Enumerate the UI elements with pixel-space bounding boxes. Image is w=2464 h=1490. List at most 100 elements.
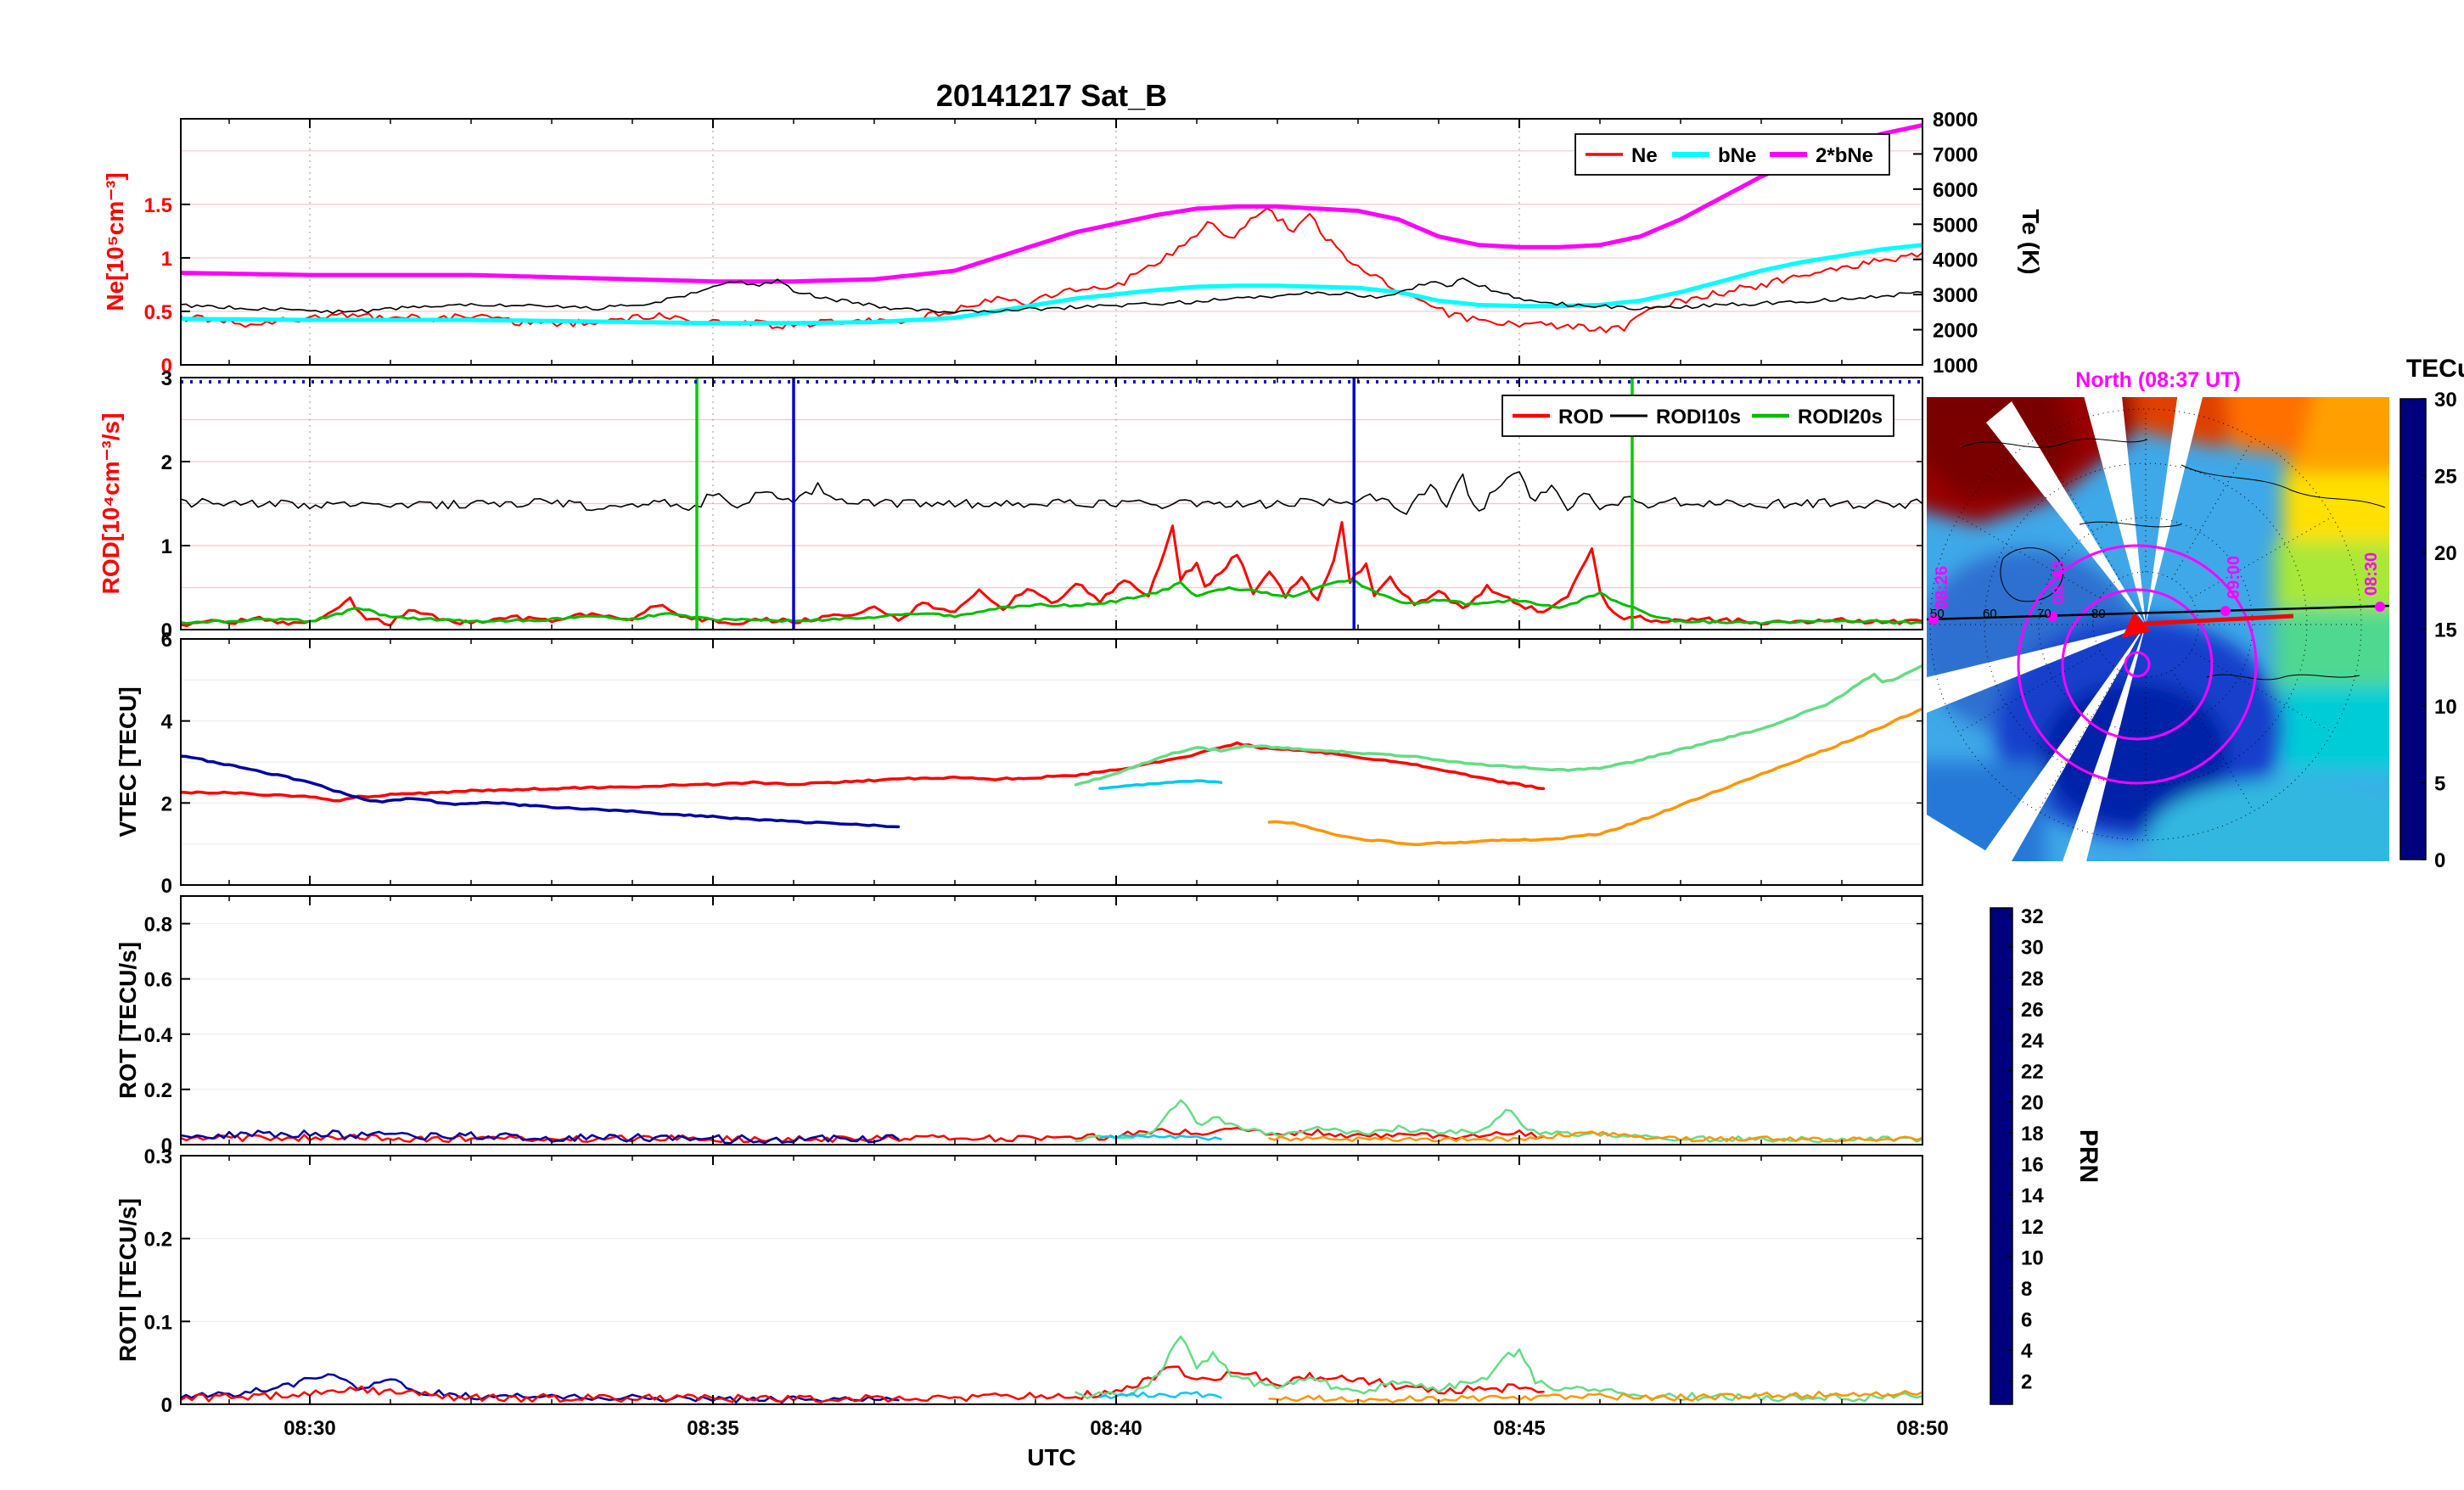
series-RODI20s [181, 579, 1922, 625]
y2-axis-label: Te (K) [2018, 209, 2044, 274]
x-tick-label: 08:50 [1896, 1417, 1948, 1440]
y-axis-label: ROTI [TECU/s] [115, 1198, 141, 1362]
colorbar-tick-label: 12 [2021, 1216, 2044, 1239]
y-tick-label: 0.8 [144, 914, 172, 937]
y-tick-label: 2 [161, 451, 172, 474]
colorbar-tick-label: 28 [2021, 967, 2044, 990]
colorbar-tick-label: 32 [2021, 905, 2044, 928]
figure-title: 20141217 Sat_B [935, 78, 1168, 113]
track-time-dots [1928, 602, 2385, 625]
y-tick-label: 0.4 [144, 1024, 173, 1047]
series-prn-green [1075, 1335, 1922, 1403]
series-prn-red [181, 1126, 1545, 1144]
colorbar-tick-label: 15 [2434, 619, 2457, 642]
y-tick-label: 4 [161, 711, 173, 734]
latitude-label-60: 60 [1983, 607, 1997, 621]
colorbar-tick-label: 30 [2434, 389, 2457, 412]
colorbar-tick-label: 10 [2021, 1246, 2044, 1269]
series-ROD [181, 521, 1922, 627]
series-group [181, 664, 1922, 847]
panel-ne_te: 0 0.5 1 1.5 1000 2000 3000 4000 5000 6000 7000 8000… [102, 109, 2044, 378]
track-time-label: 08:30 [2362, 552, 2381, 596]
series-group [181, 123, 1922, 333]
colorbar-tick-label: 8 [2021, 1278, 2032, 1301]
series-group [181, 471, 1922, 627]
series-bNe [181, 243, 1922, 326]
y2-tick-label: 3000 [1933, 284, 1978, 307]
y-axis-label: ROD[10⁴cm⁻³/s] [98, 413, 124, 595]
y2-tick-label: 8000 [1933, 109, 1978, 132]
polar-tec-map: 08:26 08:43 09:00 08:30 50 60 70 80 [1927, 397, 2389, 861]
track-highlight-segment [2143, 613, 2294, 626]
y2-tick-label: 1000 [1933, 355, 1978, 378]
track-arrow-marker [2122, 613, 2151, 638]
series-prn-cyan [1098, 1134, 1222, 1141]
colorbar-tick-label: 25 [2434, 466, 2457, 489]
y-tick-label: 1 [161, 248, 172, 271]
colorbar-tick-label: 20 [2434, 542, 2457, 565]
y-tick-label: 0.2 [144, 1079, 172, 1102]
legend-rod: ROD RODI10s RODI20s [1501, 395, 1894, 437]
series-prn-navy [181, 1129, 900, 1145]
x-tick-label: 08:40 [1090, 1417, 1142, 1440]
y-tick-label: 3 [161, 367, 172, 390]
y-tick-label: 1.5 [144, 194, 172, 217]
colorbar-tick-label: 6 [2021, 1308, 2032, 1331]
y-axis-label: VTEC [TECU] [115, 686, 141, 837]
series-2*bNe [181, 123, 1922, 284]
track-time-label: 08:26 [1933, 566, 1951, 609]
colorbar-tick-label: 0 [2434, 849, 2445, 872]
legend-label: bNe [1718, 144, 1756, 167]
y-axis-label: Ne[10⁵cm⁻³] [102, 172, 128, 311]
colorbar-tick-label: 16 [2021, 1154, 2044, 1177]
colorbar-tick-label: 30 [2021, 937, 2044, 960]
series-prn-orange [1268, 1130, 1922, 1143]
polar-map-title: North (08:37 UT) [2075, 368, 2241, 392]
series-prn-red [181, 741, 1546, 803]
y2-tick-label: 6000 [1933, 179, 1978, 202]
y-tick-label: 0 [161, 619, 172, 642]
panel-roti: 08:30 08:35 08:40 08:45 08:50 0 0.1 0.2 0.3 ROTI … [115, 1146, 1949, 1440]
legend-ne_te: Ne bNe 2*bNe [1574, 133, 1890, 176]
x-tick-label: 08:35 [687, 1417, 738, 1440]
y-tick-label: 6 [161, 629, 172, 652]
y-tick-label: 0.5 [144, 301, 172, 324]
coastlines [1960, 438, 2386, 681]
legend-label: 2*bNe [1816, 144, 1873, 167]
y2-tick-label: 7000 [1933, 143, 1978, 166]
x-tick-label: 08:30 [283, 1417, 335, 1440]
latitude-label-80: 80 [2091, 607, 2106, 621]
y-tick-label: 0 [161, 875, 172, 898]
series-group [181, 1099, 1922, 1145]
series-prn-orange [1268, 1390, 1922, 1404]
colorbar-tick-label: 14 [2021, 1185, 2044, 1207]
y-axis-label: ROT [TECU/s] [115, 942, 141, 1099]
y-tick-label: 0 [161, 1394, 172, 1417]
graticule-radials [1930, 409, 2361, 840]
colorbar-tick-label: 5 [2434, 773, 2445, 796]
colorbar-title: TECu [2406, 355, 2464, 383]
legend-label: RODI10s [1656, 406, 1741, 429]
y-tick-label: 2 [161, 793, 172, 815]
y-tick-label: 0 [161, 355, 172, 378]
colorbar-tick-label: 10 [2434, 696, 2457, 719]
y2-tick-label: 4000 [1933, 249, 1978, 272]
colorbar-tick-label: 20 [2021, 1092, 2044, 1115]
colorbar-tick-label: 2 [2021, 1371, 2032, 1394]
magenta-oval-rings [2017, 544, 2258, 785]
colorbar-tick-label: 24 [2021, 1029, 2044, 1052]
x-axis-label: UTC [1027, 1444, 1076, 1470]
panel-vtec: 0 2 4 6 VTEC [TECU] [115, 629, 1923, 898]
colorbar-tick-label: 18 [2021, 1123, 2044, 1146]
y-tick-label: 0.3 [144, 1146, 172, 1168]
series-Te [181, 277, 1922, 314]
satellite-track-line [1927, 604, 2389, 621]
colorbar-tick-label: 26 [2021, 999, 2044, 1022]
series-prn-red [181, 1365, 1545, 1403]
legend-label: RODI20s [1798, 406, 1883, 429]
legend-label: Ne [1631, 144, 1658, 167]
